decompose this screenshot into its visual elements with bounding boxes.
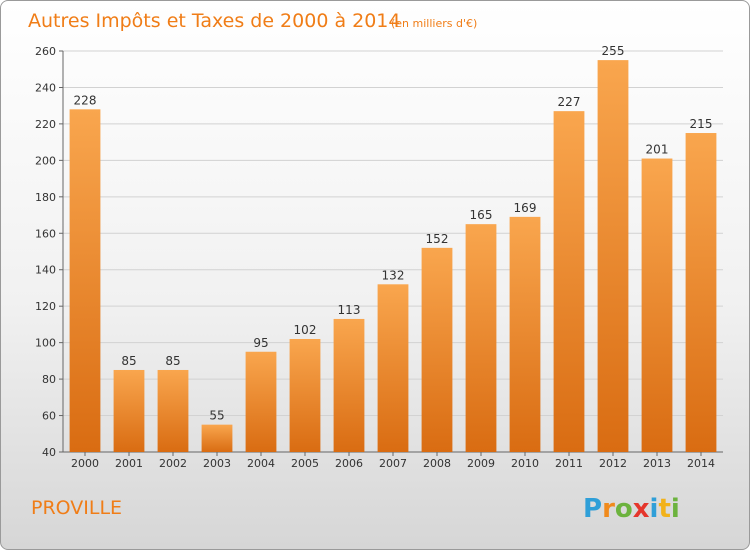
bar-2008 <box>421 247 453 452</box>
x-tick-label: 2005 <box>291 457 319 470</box>
y-tick-label: 160 <box>35 227 56 240</box>
x-tick-label: 2007 <box>379 457 407 470</box>
value-label: 215 <box>690 117 713 131</box>
x-tick-label: 2002 <box>159 457 187 470</box>
bar-2003 <box>201 424 233 452</box>
logo-letter: i <box>671 494 680 524</box>
value-label: 55 <box>209 409 224 423</box>
x-tick-label: 2011 <box>555 457 583 470</box>
bar-2006 <box>333 318 365 452</box>
bar-2007 <box>377 284 409 452</box>
x-tick-label: 2000 <box>71 457 99 470</box>
value-label: 152 <box>426 232 449 246</box>
x-tick-label: 2003 <box>203 457 231 470</box>
y-tick-label: 220 <box>35 118 56 131</box>
bar-2005 <box>289 338 321 452</box>
logo-letter: o <box>615 494 633 524</box>
x-tick-label: 2010 <box>511 457 539 470</box>
value-label: 85 <box>165 354 180 368</box>
x-tick-label: 2012 <box>599 457 627 470</box>
commune-name: PROVILLE <box>31 497 122 519</box>
value-label: 165 <box>470 208 493 222</box>
value-label: 85 <box>121 354 136 368</box>
value-label: 102 <box>294 323 317 337</box>
bar-2000 <box>69 109 101 452</box>
x-tick-label: 2013 <box>643 457 671 470</box>
value-label: 255 <box>602 44 625 58</box>
y-tick-label: 60 <box>42 410 56 423</box>
bar-2014 <box>685 133 717 453</box>
y-tick-label: 140 <box>35 264 56 277</box>
bar-2010 <box>509 216 541 452</box>
y-tick-label: 100 <box>35 337 56 350</box>
bars: 228 85 85 55 95 102 113 132 152 165 169 227 255 201 21… <box>69 44 717 453</box>
bar-2002 <box>157 369 189 452</box>
logo-letter: i <box>650 494 659 524</box>
x-tick-label: 2009 <box>467 457 495 470</box>
bar-2013 <box>641 158 673 453</box>
bar-2004 <box>245 351 277 452</box>
y-tick-label: 180 <box>35 191 56 204</box>
value-label: 113 <box>338 303 361 317</box>
y-tick-label: 240 <box>35 81 56 94</box>
x-tick-label: 2014 <box>687 457 715 470</box>
bar-2001 <box>113 369 145 452</box>
x-tick-label: 2008 <box>423 457 451 470</box>
x-tick-label: 2004 <box>247 457 275 470</box>
value-label: 95 <box>253 336 268 350</box>
logo-letter: t <box>658 494 670 524</box>
bar-2011 <box>553 111 585 453</box>
bar-2009 <box>465 224 497 452</box>
logo-letter: P <box>583 494 602 524</box>
x-axis: 2000 2001 2002 2003 2004 2005 2006 2007 2008 2009… <box>71 452 715 470</box>
x-tick-label: 2006 <box>335 457 363 470</box>
value-label: 227 <box>558 95 581 109</box>
proxiti-logo: Proxiti <box>583 494 680 524</box>
logo-letter: x <box>633 494 650 524</box>
y-tick-label: 200 <box>35 154 56 167</box>
x-tick-label: 2001 <box>115 457 143 470</box>
value-label: 201 <box>646 143 669 157</box>
chart-subtitle: (en milliers d'€) <box>391 17 477 30</box>
y-tick-label: 80 <box>42 373 56 386</box>
value-label: 132 <box>382 268 405 282</box>
y-tick-label: 120 <box>35 300 56 313</box>
y-tick-label: 40 <box>42 446 56 459</box>
logo-letter: r <box>602 494 615 524</box>
value-label: 228 <box>74 93 97 107</box>
bar-2012 <box>597 60 629 452</box>
value-label: 169 <box>514 201 537 215</box>
y-tick-label: 260 <box>35 45 56 58</box>
chart-title: Autres Impôts et Taxes de 2000 à 2014 <box>28 10 401 32</box>
